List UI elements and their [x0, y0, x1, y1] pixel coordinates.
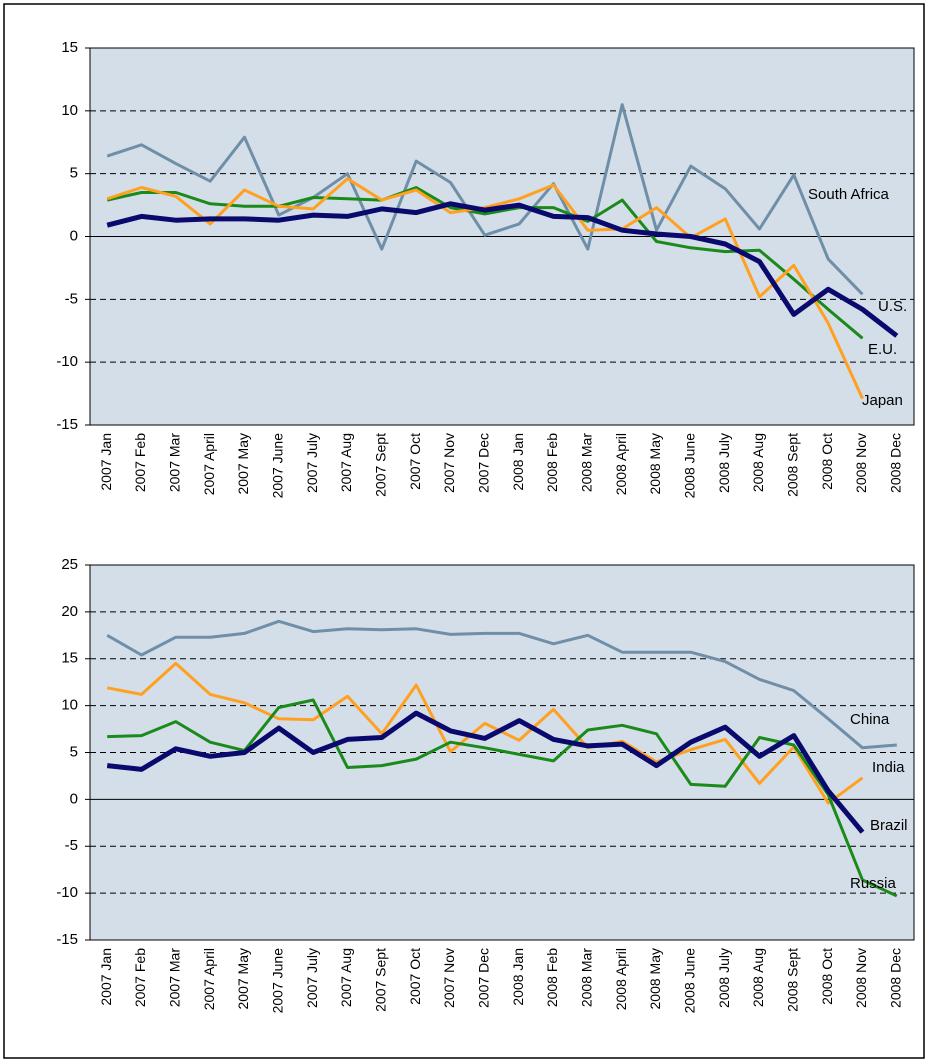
y-tick-label: -15: [56, 931, 78, 948]
x-tick-label: 2008 Oct: [819, 948, 835, 1005]
series-line: [106, 661, 864, 805]
y-tick-label: -10: [56, 353, 78, 370]
x-tick-label: 2007 Nov: [441, 433, 457, 493]
x-tick-label: 2007 Oct: [407, 433, 423, 490]
y-tick-label: 10: [61, 697, 78, 714]
x-tick-label: 2008 Mar: [579, 948, 595, 1007]
x-tick-label: 2008 July: [716, 948, 732, 1008]
x-tick-label: 2007 June: [270, 948, 286, 1014]
x-tick-label: 2007 July: [304, 433, 320, 493]
x-tick-label: 2007 May: [235, 433, 251, 494]
x-tick-label: 2008 May: [647, 433, 663, 494]
x-tick-label: 2008 Mar: [579, 433, 595, 492]
x-tick-label: 2008 April: [613, 433, 629, 495]
x-tick-label: 2008 Aug: [750, 948, 766, 1007]
x-tick-label: 2008 July: [716, 433, 732, 493]
y-tick-label: -5: [65, 837, 78, 854]
x-tick-label: 2008 Aug: [750, 433, 766, 492]
y-tick-label: 5: [70, 165, 78, 182]
y-tick-label: -10: [56, 884, 78, 901]
x-tick-label: 2007 Jan: [98, 948, 114, 1006]
x-tick-label: 2007 Oct: [407, 948, 423, 1005]
x-tick-label: 2007 May: [235, 948, 251, 1009]
x-tick-label: 2007 Aug: [338, 433, 354, 492]
series-line: [107, 698, 898, 898]
series-label: India: [872, 759, 905, 776]
x-tick-label: 2007 Mar: [167, 433, 183, 492]
y-tick-label: 10: [61, 102, 78, 119]
x-tick-label: 2008 June: [682, 433, 698, 499]
y-tick-label: 20: [61, 603, 78, 620]
x-tick-label: 2008 Nov: [853, 948, 869, 1008]
y-tick-label: -15: [56, 416, 78, 433]
series-label: Japan: [862, 392, 903, 409]
x-tick-label: 2008 April: [613, 948, 629, 1010]
x-tick-label: 2007 Feb: [132, 948, 148, 1007]
y-tick-label: 5: [70, 743, 78, 760]
series-line: [106, 103, 864, 296]
x-tick-label: 2007 July: [304, 948, 320, 1008]
x-tick-label: 2008 Sept: [785, 948, 801, 1012]
series-line: [106, 201, 899, 338]
x-tick-label: 2008 Nov: [853, 433, 869, 493]
x-tick-label: 2007 Jan: [98, 433, 114, 491]
x-tick-label: 2007 Sept: [373, 433, 389, 497]
series-label: South Africa: [808, 186, 890, 203]
y-tick-label: 15: [61, 650, 78, 667]
y-tick-label: 15: [61, 39, 78, 56]
x-tick-label: 2007 June: [270, 433, 286, 499]
series-label: China: [850, 711, 890, 728]
x-tick-label: 2008 Feb: [544, 433, 560, 492]
x-tick-label: 2008 Jan: [510, 433, 526, 491]
x-tick-label: 2007 Feb: [132, 433, 148, 492]
x-tick-label: 2008 Oct: [819, 433, 835, 490]
x-tick-label: 2007 Dec: [476, 433, 492, 493]
y-tick-label: 0: [70, 790, 78, 807]
x-tick-label: 2007 Aug: [338, 948, 354, 1007]
x-tick-label: 2007 Nov: [441, 948, 457, 1008]
x-tick-label: 2008 Dec: [888, 948, 904, 1008]
series-label: U.S.: [878, 298, 907, 315]
x-tick-label: 2008 Dec: [888, 433, 904, 493]
y-tick-label: -5: [65, 290, 78, 307]
series-label: Russia: [850, 875, 897, 892]
x-tick-label: 2007 Mar: [167, 948, 183, 1007]
x-tick-label: 2008 Feb: [544, 948, 560, 1007]
x-tick-label: 2007 April: [201, 948, 217, 1010]
y-tick-label: 25: [61, 556, 78, 573]
x-tick-label: 2007 April: [201, 433, 217, 495]
series-line: [106, 710, 865, 834]
series-label: E.U.: [868, 341, 897, 358]
x-tick-label: 2008 June: [682, 948, 698, 1014]
x-tick-label: 2008 Sept: [785, 433, 801, 497]
x-tick-label: 2007 Sept: [373, 948, 389, 1012]
x-tick-label: 2008 May: [647, 948, 663, 1009]
series-line: [106, 619, 897, 750]
y-tick-label: 0: [70, 227, 78, 244]
x-tick-label: 2008 Jan: [510, 948, 526, 1006]
x-tick-label: 2007 Dec: [476, 948, 492, 1008]
series-label: Brazil: [870, 817, 908, 834]
